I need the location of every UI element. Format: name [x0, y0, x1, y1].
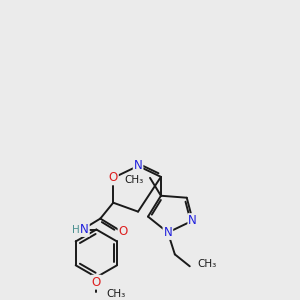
Text: H: H [72, 224, 80, 235]
Text: N: N [164, 226, 172, 239]
Text: O: O [118, 225, 128, 238]
Text: N: N [80, 223, 89, 236]
Text: CH₃: CH₃ [106, 289, 125, 299]
Text: O: O [109, 171, 118, 184]
Text: O: O [92, 276, 101, 289]
Text: CH₃: CH₃ [198, 259, 217, 269]
Text: N: N [134, 159, 142, 172]
Text: N: N [188, 214, 197, 227]
Text: CH₃: CH₃ [125, 175, 144, 185]
